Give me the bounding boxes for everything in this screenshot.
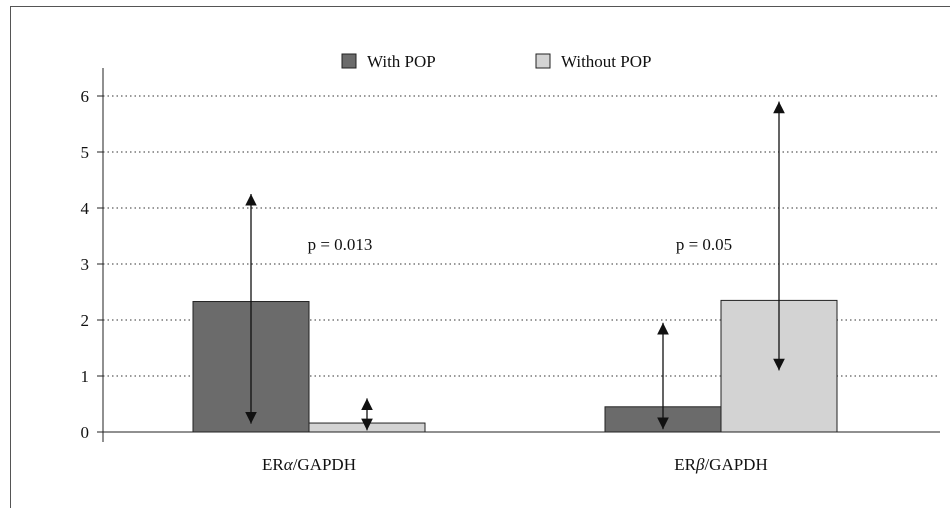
- y-tick-label: 2: [81, 311, 90, 330]
- legend-swatch: [535, 53, 551, 69]
- y-tick-label: 3: [81, 255, 90, 274]
- chart-frame: [10, 6, 950, 508]
- error-arrows: [245, 101, 785, 431]
- y-tick-label: 1: [81, 367, 90, 386]
- y-tick-label: 0: [81, 423, 90, 442]
- x-tick-label: ERα/GAPDH: [262, 455, 356, 474]
- p-value-label: p = 0.013: [308, 235, 373, 254]
- legend-swatch: [341, 53, 357, 69]
- p-value-label: p = 0.05: [676, 235, 732, 254]
- y-tick-label: 6: [81, 87, 90, 106]
- y-tick-labels: 0 1 2 3 4 5 6: [81, 87, 90, 442]
- y-tick-label: 4: [81, 199, 90, 218]
- p-value-annotations: p = 0.013 p = 0.05: [308, 235, 733, 254]
- legend-label: With POP: [367, 52, 436, 71]
- legend-label: Without POP: [561, 52, 651, 71]
- legend: With POP Without POP: [341, 52, 651, 71]
- x-tick-label: ERβ/GAPDH: [674, 455, 768, 474]
- bars: [192, 299, 838, 433]
- x-tick-labels: ERα/GAPDH ERβ/GAPDH: [262, 455, 768, 474]
- y-tick-label: 5: [81, 143, 90, 162]
